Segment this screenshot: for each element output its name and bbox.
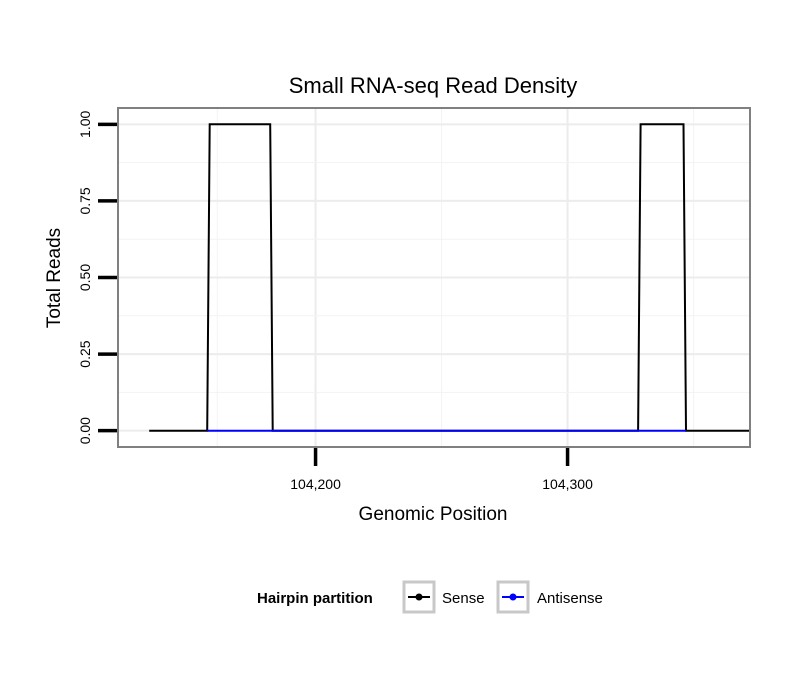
legend: Hairpin partition Sense Antisense bbox=[257, 580, 603, 614]
y-axis: 0.00 0.25 0.50 0.75 1.00 bbox=[77, 110, 117, 444]
legend-label-sense: Sense bbox=[442, 590, 485, 607]
y-tick-label: 0.00 bbox=[77, 417, 93, 444]
x-tick-label: 104,200 bbox=[290, 476, 341, 492]
y-tick-label: 1.00 bbox=[77, 110, 93, 137]
legend-key-antisense-point bbox=[509, 593, 517, 601]
legend-title: Hairpin partition bbox=[257, 590, 373, 607]
plot-panel-border bbox=[117, 107, 751, 448]
legend-label-antisense: Antisense bbox=[537, 590, 603, 607]
x-tick-label: 104,300 bbox=[542, 476, 593, 492]
y-tick-label: 0.75 bbox=[77, 187, 93, 214]
x-axis: 104,200 104,300 bbox=[290, 448, 593, 492]
legend-key-sense-point bbox=[415, 593, 423, 601]
x-axis-title: Genomic Position bbox=[359, 504, 508, 525]
y-tick-label: 0.25 bbox=[77, 340, 93, 367]
chart-title: Small RNA-seq Read Density bbox=[289, 73, 578, 98]
y-axis-title: Total Reads bbox=[44, 228, 65, 328]
series-layer bbox=[149, 123, 749, 432]
y-tick-label: 0.50 bbox=[77, 264, 93, 291]
grid bbox=[119, 109, 749, 446]
